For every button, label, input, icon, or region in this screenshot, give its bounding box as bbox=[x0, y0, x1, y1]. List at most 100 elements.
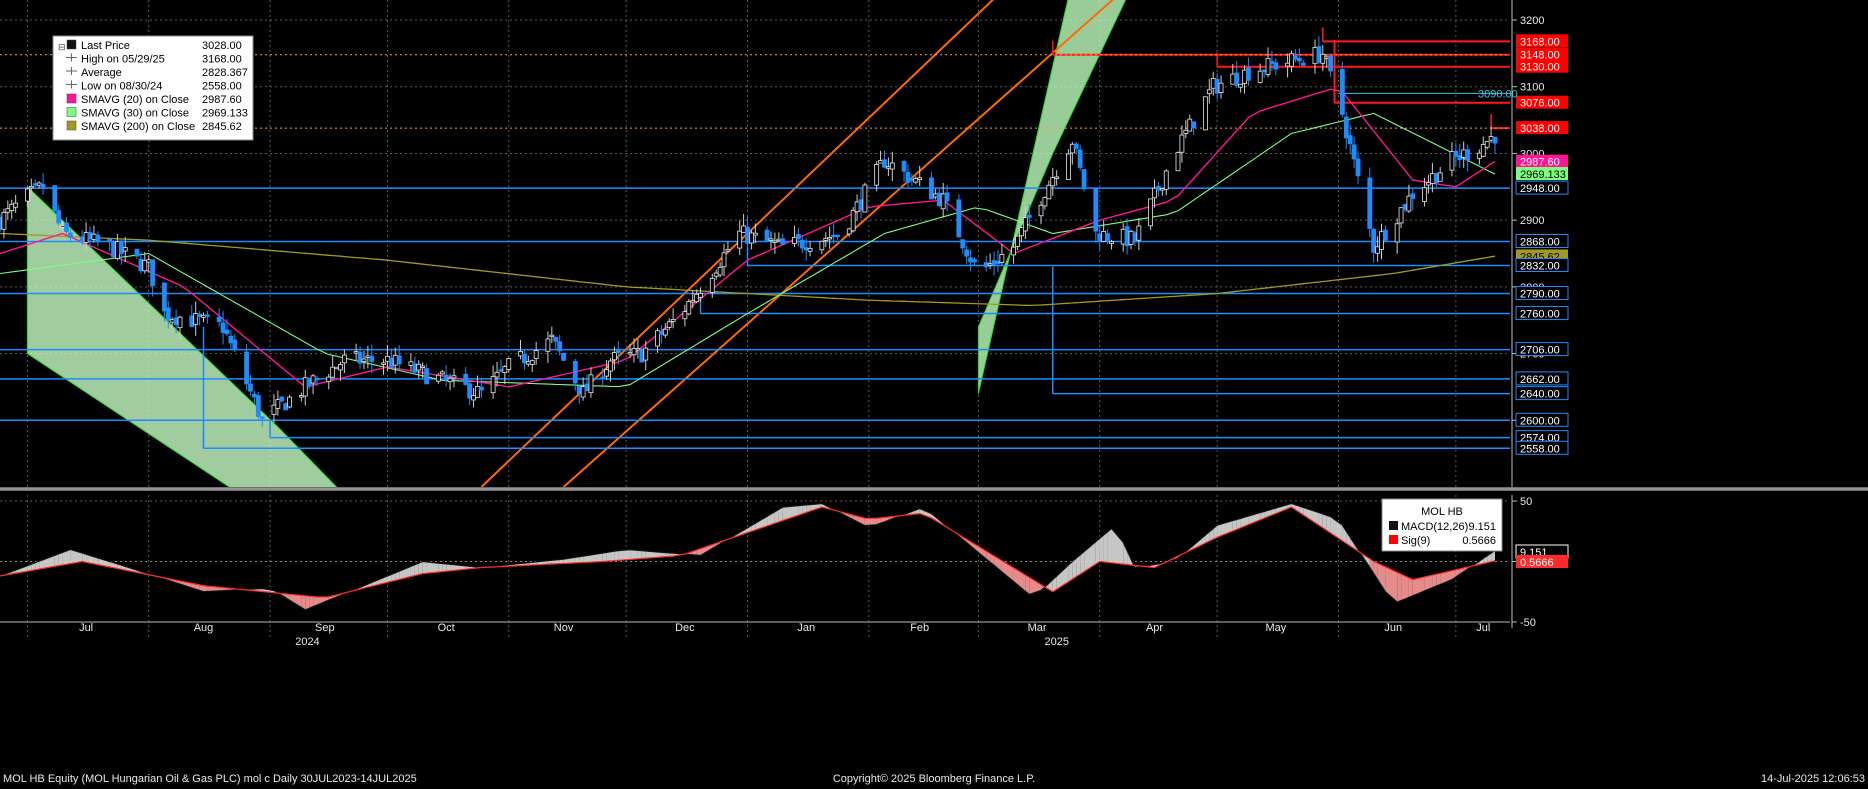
candle-body bbox=[1265, 57, 1271, 75]
candle-body bbox=[177, 316, 183, 329]
candle-body bbox=[1109, 241, 1114, 244]
candle-body bbox=[694, 293, 700, 303]
candle-body bbox=[643, 347, 649, 361]
candle-body bbox=[964, 249, 970, 257]
candle-body bbox=[424, 368, 429, 385]
macd-histogram-fill bbox=[1017, 570, 1022, 589]
candle-body bbox=[330, 366, 336, 378]
candle-body bbox=[447, 377, 453, 383]
candle-body bbox=[275, 399, 281, 409]
x-month-label: Mar bbox=[1028, 622, 1047, 634]
candle-body bbox=[670, 319, 676, 322]
candle-body bbox=[862, 184, 868, 213]
candle-body bbox=[737, 230, 743, 249]
macd-histogram-fill bbox=[579, 556, 584, 563]
candle-body bbox=[1148, 198, 1154, 227]
x-month-label: Apr bbox=[1146, 622, 1163, 634]
candle-body bbox=[1492, 136, 1498, 144]
candle-body bbox=[95, 234, 101, 243]
candle-body bbox=[478, 386, 484, 391]
candle-body bbox=[917, 177, 923, 180]
candle-body bbox=[741, 225, 746, 233]
candle-body bbox=[1351, 144, 1357, 160]
candle-body bbox=[189, 315, 195, 328]
macd-histogram-fill bbox=[1326, 515, 1331, 533]
price-label-text: 2948.00 bbox=[1520, 183, 1560, 195]
candle-body bbox=[1261, 69, 1267, 72]
candle-body bbox=[224, 329, 230, 335]
candle-body bbox=[475, 386, 480, 398]
inline-price-label: 3090.00 bbox=[1478, 88, 1518, 100]
macd-histogram-fill bbox=[618, 549, 631, 561]
price-label-text: 2662.00 bbox=[1520, 374, 1560, 386]
macd-histogram-fill bbox=[1264, 510, 1268, 519]
macd-histogram-fill bbox=[700, 544, 713, 556]
candle-body bbox=[1120, 228, 1126, 245]
price-label-text: 3148.00 bbox=[1520, 50, 1560, 62]
x-month-label: Sep bbox=[315, 622, 335, 634]
candle-body bbox=[576, 385, 582, 395]
macd-histogram-fill bbox=[931, 513, 936, 521]
candle-body bbox=[1406, 195, 1412, 212]
price-label-box bbox=[1515, 180, 1569, 195]
candle-body bbox=[1136, 225, 1142, 241]
candle-body bbox=[412, 363, 418, 373]
candle-body bbox=[1073, 143, 1079, 149]
candle-body bbox=[279, 396, 285, 402]
footer-security-info: MOL HB Equity (MOL Hungarian Oil & Gas P… bbox=[3, 773, 417, 785]
macd-histogram-fill bbox=[547, 560, 552, 565]
candle-body bbox=[827, 237, 833, 240]
price-label-box bbox=[1515, 286, 1569, 301]
macd-histogram-fill bbox=[1240, 517, 1245, 528]
candle-body bbox=[1101, 231, 1107, 242]
macd-histogram-fill bbox=[1052, 576, 1057, 592]
macd-histogram-fill bbox=[806, 504, 811, 513]
macd-histogram-fill bbox=[1260, 511, 1265, 520]
candle-body bbox=[32, 183, 38, 186]
candle-body bbox=[248, 383, 253, 392]
legend-swatch bbox=[66, 39, 77, 50]
macd-legend-swatch bbox=[1389, 521, 1398, 530]
candle-body bbox=[768, 238, 774, 241]
price-label-text: 3168.00 bbox=[1520, 36, 1560, 48]
macd-histogram-fill bbox=[665, 552, 670, 557]
candle-body bbox=[764, 229, 770, 241]
candle-body bbox=[326, 376, 332, 382]
candle-body bbox=[1246, 67, 1251, 81]
candle-body bbox=[40, 183, 46, 189]
candle-body bbox=[396, 355, 402, 365]
macd-histogram-fill bbox=[1244, 516, 1249, 527]
macd-histogram-fill bbox=[62, 550, 67, 565]
candle-body bbox=[420, 365, 426, 368]
legend-label: Last Price bbox=[81, 40, 130, 52]
macd-histogram-fill bbox=[1346, 531, 1351, 546]
candle-body bbox=[435, 374, 441, 382]
candle-body bbox=[612, 352, 617, 361]
candle-body bbox=[807, 247, 813, 252]
candle-body bbox=[1132, 232, 1138, 242]
candle-body bbox=[987, 263, 993, 266]
candle-body bbox=[936, 192, 942, 206]
macd-histogram-fill bbox=[1408, 577, 1413, 598]
candle-body bbox=[1293, 55, 1298, 60]
candle-body bbox=[439, 371, 445, 375]
legend-label: High on 05/29/25 bbox=[81, 54, 165, 66]
macd-legend-box bbox=[1381, 498, 1503, 552]
price-label-box bbox=[1515, 342, 1569, 357]
macd-histogram-fill bbox=[203, 585, 208, 592]
macd-histogram-fill bbox=[1401, 574, 1405, 601]
macd-histogram-fill bbox=[1412, 576, 1425, 596]
price-label-box bbox=[1515, 233, 1569, 248]
candle-body bbox=[1230, 73, 1236, 85]
candle-body bbox=[792, 236, 797, 244]
candle-body bbox=[686, 301, 692, 315]
candle-body bbox=[909, 178, 915, 182]
macd-histogram-fill bbox=[778, 507, 783, 522]
candle-body bbox=[1054, 176, 1060, 179]
candle-body bbox=[24, 188, 30, 202]
x-month-label: Jul bbox=[79, 622, 93, 634]
macd-histogram-fill bbox=[1369, 558, 1374, 574]
candle-body bbox=[1042, 197, 1048, 207]
macd-histogram-fill bbox=[1275, 504, 1288, 514]
